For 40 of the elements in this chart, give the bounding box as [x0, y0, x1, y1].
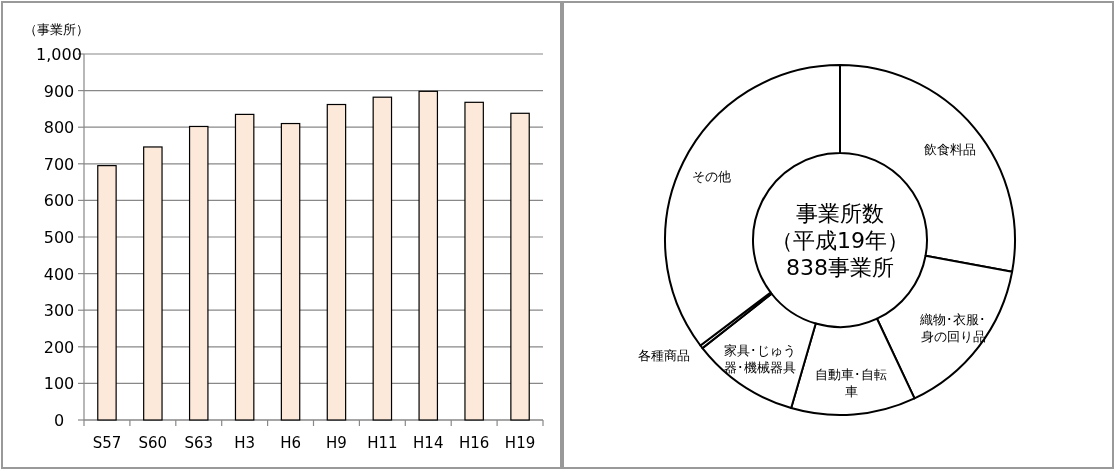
y-tick-label: 800: [43, 118, 75, 138]
x-tick-label: S60: [138, 434, 168, 452]
bar: [280, 122, 301, 421]
slice-label: その他: [692, 169, 732, 185]
y-tick-label: 900: [43, 81, 75, 101]
y-tick-label: 1,000: [36, 45, 82, 64]
x-tick-label: H6: [280, 434, 301, 452]
x-tick-label: H3: [234, 434, 256, 452]
y-tick-label: 100: [43, 374, 75, 394]
slice-label: 自動車･自転車: [815, 367, 888, 400]
bar: [326, 103, 347, 421]
bar: [418, 90, 439, 421]
y-tick-label: 700: [43, 154, 75, 174]
y-tick-label: 0: [53, 411, 65, 430]
text: 838事業所: [786, 255, 894, 280]
y-tick-label: 500: [43, 228, 75, 247]
bar: [143, 146, 163, 421]
x-tick-label: H16: [458, 434, 490, 452]
bar: [234, 113, 255, 421]
x-tick-label: S63: [184, 434, 214, 452]
slice-label: 飲食料品: [923, 141, 976, 157]
x-tick-label: S57: [92, 434, 122, 452]
bar: [510, 112, 530, 421]
text: 事業所数: [796, 201, 884, 226]
slice-label: 各種商品: [638, 348, 691, 364]
y-tick-label: 300: [43, 301, 75, 321]
x-tick-label: H9: [326, 434, 347, 452]
y-tick-label: 200: [43, 337, 75, 357]
bar: [97, 165, 117, 421]
y-tick-label: 600: [43, 191, 75, 211]
text: （平成19年）: [771, 228, 909, 253]
slice-label: 家具･じゅう器･機械器具: [723, 343, 796, 376]
x-tick-label: H19: [504, 434, 536, 452]
x-tick-label: H11: [367, 434, 398, 452]
bar: [188, 125, 209, 421]
x-tick-label: H14: [413, 434, 444, 452]
bar: [464, 101, 484, 421]
bar: [372, 96, 393, 421]
y-axis-title: （事業所）: [24, 22, 89, 37]
y-tick-label: 400: [43, 264, 75, 284]
